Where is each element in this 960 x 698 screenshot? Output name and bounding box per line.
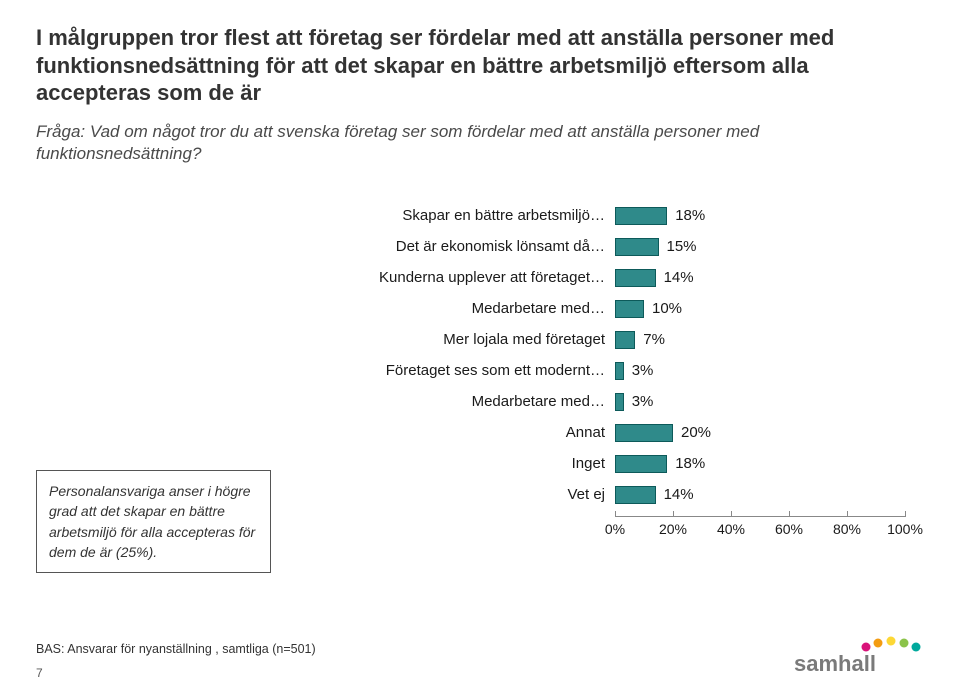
axis-tick-label: 20% bbox=[659, 521, 687, 537]
note-lead: Personalansvariga bbox=[49, 483, 165, 499]
axis-tick-label: 40% bbox=[717, 521, 745, 537]
value-label: 7% bbox=[643, 329, 665, 351]
base-text: BAS: Ansvarar för nyanställning , samtli… bbox=[36, 642, 316, 656]
chart-row: Det är ekonomisk lönsamt då… 15% bbox=[310, 231, 920, 262]
logo-dot-icon bbox=[887, 637, 896, 646]
bar-cell: 15% bbox=[615, 236, 905, 258]
category-label: Vet ej bbox=[310, 486, 615, 503]
category-label: Det är ekonomisk lönsamt då… bbox=[310, 238, 615, 255]
value-label: 14% bbox=[664, 484, 694, 506]
bar bbox=[615, 331, 635, 349]
samhall-logo: samhall bbox=[794, 635, 924, 680]
category-label: Inget bbox=[310, 455, 615, 472]
page-title: I målgruppen tror flest att företag ser … bbox=[36, 24, 924, 107]
bar bbox=[615, 486, 656, 504]
bar-chart: Skapar en bättre arbetsmiljö… 18% Det är e… bbox=[310, 200, 920, 546]
chart-row: Medarbetare med… 3% bbox=[310, 386, 920, 417]
bar bbox=[615, 362, 624, 380]
logo-dot-icon bbox=[900, 639, 909, 648]
note-box: Personalansvariga anser i högre grad att… bbox=[36, 470, 271, 573]
axis-tick bbox=[905, 511, 906, 517]
chart-row: Företaget ses som ett modernt… 3% bbox=[310, 355, 920, 386]
bar-cell: 18% bbox=[615, 205, 905, 227]
bar bbox=[615, 269, 656, 287]
axis-tick-label: 0% bbox=[605, 521, 625, 537]
value-label: 18% bbox=[675, 205, 705, 227]
bar bbox=[615, 238, 659, 256]
axis-tick-label: 60% bbox=[775, 521, 803, 537]
chart-row: Inget 18% bbox=[310, 448, 920, 479]
bar-cell: 14% bbox=[615, 267, 905, 289]
logo-text: samhall bbox=[794, 651, 876, 675]
category-label: Medarbetare med… bbox=[310, 300, 615, 317]
value-label: 15% bbox=[667, 236, 697, 258]
chart-row: Mer lojala med företaget 7% bbox=[310, 324, 920, 355]
axis-tick bbox=[847, 511, 848, 517]
bar-cell: 18% bbox=[615, 453, 905, 475]
bar-cell: 14% bbox=[615, 484, 905, 506]
chart-row: Kunderna upplever att företaget… 14% bbox=[310, 262, 920, 293]
bar-cell: 7% bbox=[615, 329, 905, 351]
category-label: Medarbetare med… bbox=[310, 393, 615, 410]
axis-tick bbox=[615, 511, 616, 517]
category-label: Företaget ses som ett modernt… bbox=[310, 362, 615, 379]
bar-cell: 10% bbox=[615, 298, 905, 320]
value-label: 3% bbox=[632, 360, 654, 382]
bar bbox=[615, 207, 667, 225]
value-label: 14% bbox=[664, 267, 694, 289]
value-label: 20% bbox=[681, 422, 711, 444]
question-text: Fråga: Vad om något tror du att svenska … bbox=[36, 121, 924, 167]
bar bbox=[615, 424, 673, 442]
bar bbox=[615, 300, 644, 318]
axis-tick bbox=[673, 511, 674, 517]
chart-row: Medarbetare med… 10% bbox=[310, 293, 920, 324]
value-label: 10% bbox=[652, 298, 682, 320]
category-label: Kunderna upplever att företaget… bbox=[310, 269, 615, 286]
axis-tick-label: 80% bbox=[833, 521, 861, 537]
x-axis: 0%20%40%60%80%100% bbox=[615, 516, 905, 546]
page-number: 7 bbox=[36, 666, 43, 680]
axis-tick bbox=[789, 511, 790, 517]
axis-tick bbox=[731, 511, 732, 517]
axis-tick-label: 100% bbox=[887, 521, 923, 537]
logo-dot-icon bbox=[874, 639, 883, 648]
bar-cell: 20% bbox=[615, 422, 905, 444]
bar bbox=[615, 393, 624, 411]
category-label: Mer lojala med företaget bbox=[310, 331, 615, 348]
chart-row: Skapar en bättre arbetsmiljö… 18% bbox=[310, 200, 920, 231]
bar-cell: 3% bbox=[615, 360, 905, 382]
logo-dot-icon bbox=[912, 643, 921, 652]
value-label: 3% bbox=[632, 391, 654, 413]
category-label: Skapar en bättre arbetsmiljö… bbox=[310, 207, 615, 224]
value-label: 18% bbox=[675, 453, 705, 475]
category-label: Annat bbox=[310, 424, 615, 441]
bar-cell: 3% bbox=[615, 391, 905, 413]
chart-row: Vet ej 14% bbox=[310, 479, 920, 510]
bar bbox=[615, 455, 667, 473]
chart-row: Annat 20% bbox=[310, 417, 920, 448]
